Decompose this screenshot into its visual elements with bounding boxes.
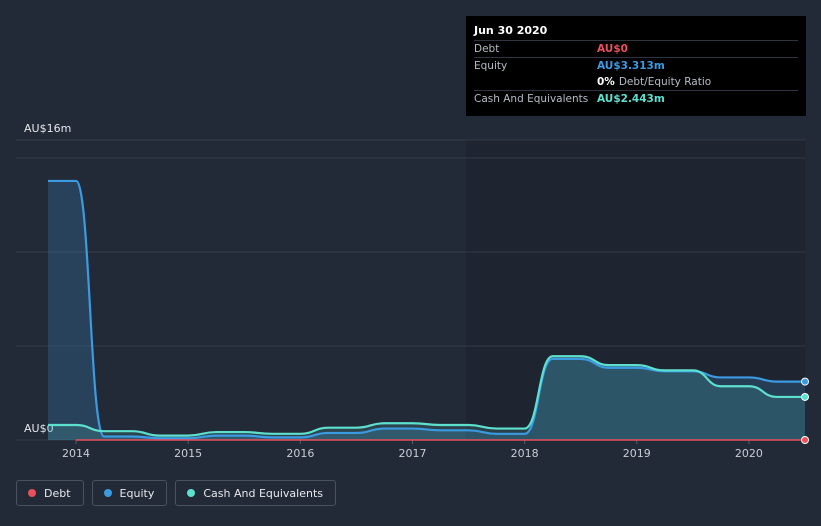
legend-dot [28, 489, 36, 497]
cash-line [47, 355, 805, 437]
tooltip-row-debt: Debt AU$0 [474, 40, 798, 57]
legend-label: Debt [44, 486, 71, 500]
cash-area [48, 356, 805, 440]
x-tick-label: 2020 [735, 447, 763, 460]
plot-bg-recent [466, 140, 805, 440]
tooltip-row-equity: Equity AU$3.313m [474, 57, 798, 74]
cash-end-marker [801, 392, 809, 401]
legend-label: Equity [119, 486, 155, 500]
x-tick-label: 2015 [174, 447, 202, 460]
tooltip-value: 0% Debt/Equity Ratio [597, 74, 711, 90]
y-tick-label: AU$0 [24, 422, 54, 435]
y-tick-label: AU$16m [24, 122, 71, 135]
tooltip-value: AU$0 [597, 43, 628, 55]
tooltip-panel: Jun 30 2020 Debt AU$0 Equity AU$3.313m 0… [466, 16, 806, 116]
debt-end-marker [801, 436, 809, 444]
legend-label: Cash And Equivalents [203, 486, 323, 500]
x-tick-label: 2014 [62, 447, 90, 460]
tooltip-value: AU$2.443m [597, 93, 665, 105]
chart-legend: Debt Equity Cash And Equivalents [16, 480, 336, 506]
tooltip-date: Jun 30 2020 [474, 24, 548, 37]
tooltip-value: AU$3.313m [597, 60, 665, 72]
x-tick-label: 2017 [398, 447, 426, 460]
x-tick-label: 2016 [286, 447, 314, 460]
tooltip-label: Cash And Equivalents [474, 93, 589, 105]
x-tick-label: 2019 [623, 447, 651, 460]
tooltip-row-cash: Cash And Equivalents AU$2.443m [474, 90, 798, 107]
ratio-value: 0% [597, 76, 615, 88]
legend-dot [187, 489, 196, 497]
tooltip-row-ratio: 0% Debt/Equity Ratio [474, 74, 798, 90]
legend-dot [103, 489, 112, 497]
legend-item-cash[interactable]: Cash And Equivalents [175, 480, 336, 506]
equity-end-marker [801, 377, 809, 386]
tooltip-label: Debt [474, 43, 500, 55]
equity-area [48, 180, 805, 440]
tooltip-label: Equity [474, 60, 508, 72]
legend-item-debt[interactable]: Debt [16, 480, 84, 506]
legend-item-equity[interactable]: Equity [91, 480, 168, 506]
x-tick-label: 2018 [511, 447, 539, 460]
tooltip-label [474, 74, 597, 90]
ratio-label: Debt/Equity Ratio [618, 76, 712, 88]
